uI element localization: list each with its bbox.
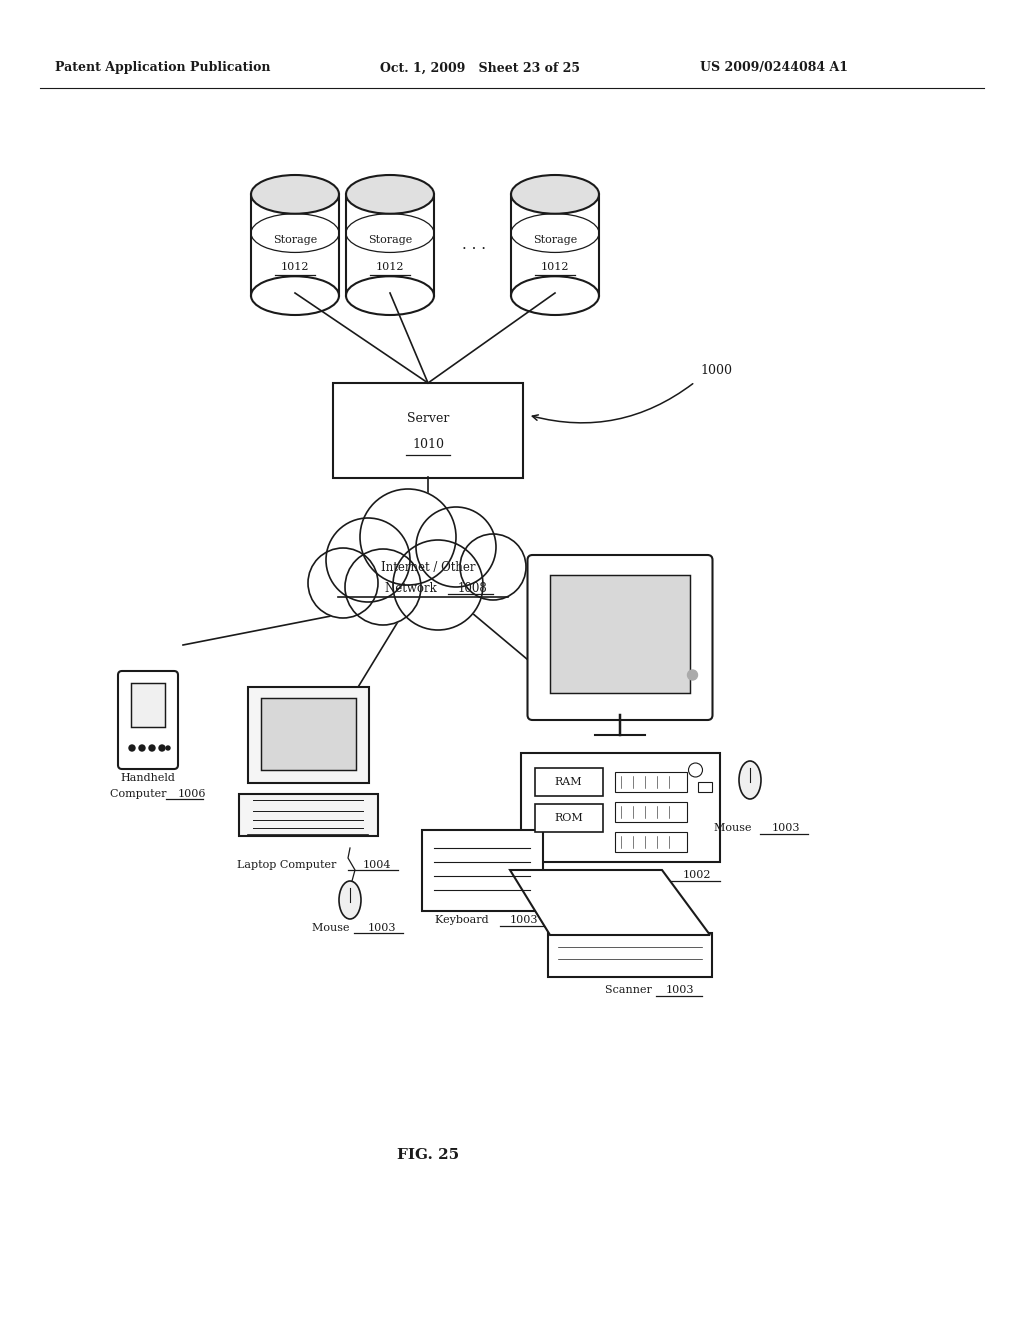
Polygon shape xyxy=(251,194,339,296)
FancyBboxPatch shape xyxy=(614,832,686,851)
Text: Storage: Storage xyxy=(532,235,578,246)
Polygon shape xyxy=(511,194,599,296)
FancyBboxPatch shape xyxy=(422,829,543,911)
Text: Internet / Other: Internet / Other xyxy=(381,561,475,573)
Circle shape xyxy=(150,744,155,751)
Text: Laptop Computer: Laptop Computer xyxy=(237,861,339,870)
Text: FIG. 25: FIG. 25 xyxy=(397,1148,459,1162)
Text: Handheld: Handheld xyxy=(121,774,175,783)
Circle shape xyxy=(393,540,483,630)
Circle shape xyxy=(687,671,697,680)
Circle shape xyxy=(345,549,421,624)
Text: Storage: Storage xyxy=(368,235,412,246)
Circle shape xyxy=(166,746,170,750)
Text: 1006: 1006 xyxy=(178,789,207,799)
Circle shape xyxy=(416,507,496,587)
Polygon shape xyxy=(346,194,434,296)
Polygon shape xyxy=(310,570,523,597)
FancyBboxPatch shape xyxy=(535,768,602,796)
Text: Computer: Computer xyxy=(110,789,170,799)
Text: RAM: RAM xyxy=(555,777,583,787)
FancyBboxPatch shape xyxy=(527,554,713,719)
Text: Desktop Computer (PC): Desktop Computer (PC) xyxy=(511,870,649,880)
Circle shape xyxy=(360,488,456,585)
Text: 1003: 1003 xyxy=(510,915,539,925)
Circle shape xyxy=(139,744,145,751)
Text: Server: Server xyxy=(407,412,450,425)
FancyBboxPatch shape xyxy=(260,698,355,770)
Text: 1004: 1004 xyxy=(362,861,391,870)
Text: Network: Network xyxy=(385,582,440,595)
FancyBboxPatch shape xyxy=(520,752,720,862)
Text: 1012: 1012 xyxy=(281,261,309,272)
FancyBboxPatch shape xyxy=(614,772,686,792)
Text: . . .: . . . xyxy=(462,238,486,252)
Text: US 2009/0244084 A1: US 2009/0244084 A1 xyxy=(700,62,848,74)
Text: 1003: 1003 xyxy=(772,822,801,833)
Text: Scanner: Scanner xyxy=(605,985,655,995)
Text: Storage: Storage xyxy=(272,235,317,246)
Ellipse shape xyxy=(251,176,339,214)
Ellipse shape xyxy=(511,276,599,315)
Text: 1003: 1003 xyxy=(666,985,694,995)
Text: 1002: 1002 xyxy=(683,870,712,880)
Ellipse shape xyxy=(739,762,761,799)
Circle shape xyxy=(129,744,135,751)
Circle shape xyxy=(460,535,526,601)
Text: 1012: 1012 xyxy=(376,261,404,272)
Text: 1000: 1000 xyxy=(700,363,732,376)
FancyBboxPatch shape xyxy=(118,671,178,770)
Ellipse shape xyxy=(346,176,434,214)
Text: ROM: ROM xyxy=(554,813,583,822)
FancyBboxPatch shape xyxy=(550,576,690,693)
FancyBboxPatch shape xyxy=(614,803,686,822)
Ellipse shape xyxy=(346,276,434,315)
Circle shape xyxy=(159,744,165,751)
Circle shape xyxy=(326,517,410,602)
Ellipse shape xyxy=(251,276,339,315)
Text: Patent Application Publication: Patent Application Publication xyxy=(55,62,270,74)
FancyBboxPatch shape xyxy=(333,383,523,478)
FancyBboxPatch shape xyxy=(548,933,712,977)
Ellipse shape xyxy=(511,176,599,214)
Polygon shape xyxy=(510,870,710,935)
Text: 1008: 1008 xyxy=(458,582,487,595)
FancyBboxPatch shape xyxy=(131,682,165,727)
Text: Mouse: Mouse xyxy=(312,923,353,933)
FancyBboxPatch shape xyxy=(535,804,602,832)
FancyBboxPatch shape xyxy=(248,686,369,783)
Text: 1012: 1012 xyxy=(541,261,569,272)
Text: Keyboard: Keyboard xyxy=(435,915,493,925)
Ellipse shape xyxy=(339,880,361,919)
Text: Oct. 1, 2009   Sheet 23 of 25: Oct. 1, 2009 Sheet 23 of 25 xyxy=(380,62,580,74)
Text: 1010: 1010 xyxy=(412,438,444,451)
Circle shape xyxy=(308,548,378,618)
Text: Mouse: Mouse xyxy=(715,822,756,833)
FancyBboxPatch shape xyxy=(239,795,378,836)
Text: 1003: 1003 xyxy=(368,923,396,933)
